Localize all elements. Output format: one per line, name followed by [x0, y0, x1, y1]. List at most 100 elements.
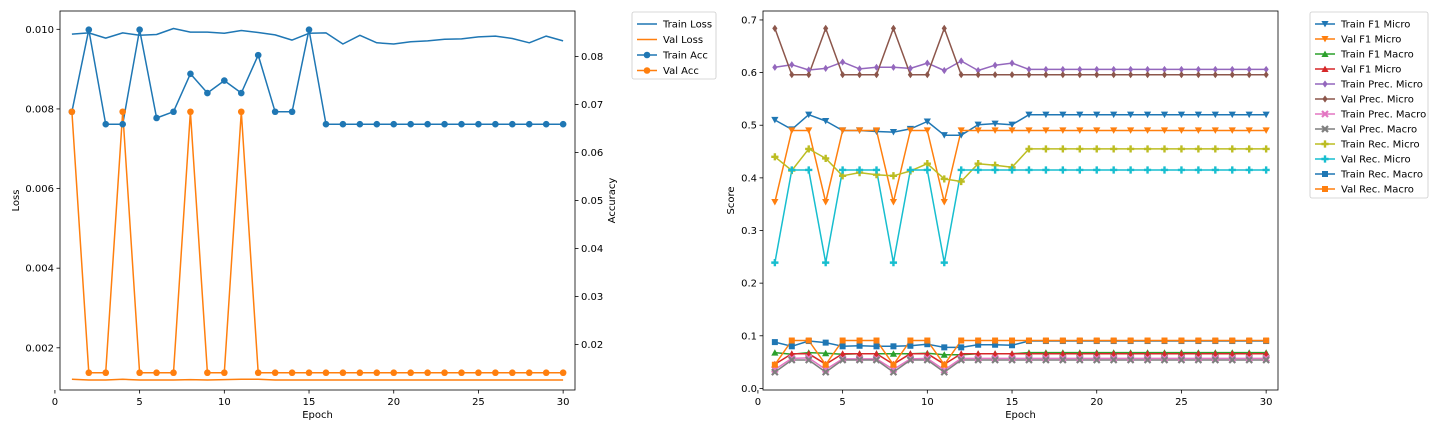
data-point-val-acc [238, 108, 245, 115]
legend-label: Train F1 Macro [1340, 50, 1414, 61]
right-y-tick-label: 0.04 [581, 244, 603, 255]
left-y2-axis-title: Accuracy [607, 178, 618, 224]
legend-label: Val Rec. Micro [1341, 155, 1411, 166]
data-point-val-rec-macro [1178, 338, 1184, 344]
data-point-val-acc [560, 369, 567, 376]
right-y-tick-label: 0.07 [581, 100, 603, 111]
legend-label: Train Rec. Macro [1340, 170, 1423, 181]
data-point-val-acc [340, 369, 347, 376]
legend-label: Train Prec. Micro [1340, 80, 1423, 91]
data-point-train-acc [255, 52, 262, 59]
score-x-tick-label: 30 [1260, 397, 1273, 408]
data-point-val-acc [255, 369, 262, 376]
data-point-val-rec-macro [874, 338, 880, 344]
data-point-train-acc [238, 90, 245, 97]
data-point-val-acc [458, 369, 465, 376]
left-x-tick-label: 30 [557, 397, 570, 408]
data-point-val-rec-macro [1111, 338, 1117, 344]
data-point-train-acc [560, 121, 567, 128]
data-point-val-rec-macro [789, 338, 795, 344]
data-point-val-rec-macro [907, 338, 913, 344]
left-legend: Train LossVal LossTrain AccVal Acc [632, 12, 716, 79]
data-point-val-rec-macro [1094, 338, 1100, 344]
data-point-val-acc [170, 369, 177, 376]
data-point-val-acc [323, 369, 330, 376]
left-y-axis-title: Loss [11, 190, 22, 212]
legend-marker-val-rec-macro [1322, 186, 1328, 192]
data-point-train-acc [424, 121, 431, 128]
legend-label: Train Acc [662, 51, 708, 62]
data-point-train-acc [221, 77, 228, 84]
right-y-tick-label: 0.08 [581, 52, 603, 63]
data-point-val-rec-macro [1229, 338, 1235, 344]
data-point-train-acc [306, 26, 313, 33]
score-x-tick-label: 10 [921, 397, 934, 408]
legend-label: Train Loss [662, 20, 712, 31]
left-x-tick-label: 10 [218, 397, 231, 408]
data-point-train-acc [441, 121, 448, 128]
data-point-val-rec-macro [1246, 338, 1252, 344]
data-point-train-rec-macro [890, 343, 896, 349]
data-point-val-rec-macro [1195, 338, 1201, 344]
data-point-val-rec-macro [1043, 338, 1049, 344]
data-point-val-rec-macro [1145, 338, 1151, 344]
score-x-tick-label: 0 [755, 397, 761, 408]
data-point-val-rec-macro [941, 362, 947, 368]
left-y-tick-label: 0.002 [25, 343, 54, 354]
data-point-train-acc [475, 121, 482, 128]
legend-marker-train-acc [644, 52, 651, 59]
series-line-val-loss [72, 379, 563, 380]
data-point-val-rec-macro [1009, 338, 1015, 344]
score-y-tick-label: 0.7 [741, 15, 757, 26]
data-point-val-rec-macro [1161, 338, 1167, 344]
score-y-tick-label: 0.5 [741, 121, 757, 132]
data-point-val-acc [543, 369, 550, 376]
right-y-tick-label: 0.02 [581, 340, 603, 351]
score-y-tick-label: 0.4 [741, 173, 757, 184]
data-point-val-acc [119, 108, 126, 115]
data-point-val-rec-macro [992, 338, 998, 344]
data-point-val-acc [407, 369, 414, 376]
legend-label: Val Acc [663, 66, 699, 77]
data-point-val-acc [289, 369, 296, 376]
data-point-train-acc [492, 121, 499, 128]
legend-marker-train-rec-macro [1322, 171, 1328, 177]
data-point-val-acc [509, 369, 516, 376]
right-y-tick-label: 0.06 [581, 148, 603, 159]
data-point-train-rec-macro [840, 343, 846, 349]
legend-label: Val Rec. Macro [1341, 185, 1414, 196]
legend-label: Val Prec. Micro [1341, 95, 1414, 106]
data-point-val-rec-macro [840, 338, 846, 344]
score-x-tick-label: 25 [1175, 397, 1188, 408]
data-point-val-rec-macro [823, 362, 829, 368]
data-point-train-rec-macro [857, 343, 863, 349]
data-point-val-acc [306, 369, 313, 376]
data-point-val-acc [526, 369, 533, 376]
data-point-train-acc [543, 121, 550, 128]
data-point-val-rec-macro [857, 338, 863, 344]
data-point-val-rec-macro [1263, 338, 1269, 344]
right-legend: Train F1 MicroVal F1 MicroTrain F1 Macro… [1310, 12, 1428, 198]
left-x-tick-label: 0 [52, 397, 58, 408]
data-point-val-rec-macro [975, 338, 981, 344]
data-point-val-rec-macro [958, 338, 964, 344]
data-point-train-acc [153, 115, 160, 122]
data-point-val-acc [136, 369, 143, 376]
data-point-train-acc [204, 90, 211, 97]
data-point-train-acc [509, 121, 516, 128]
data-point-val-acc [187, 108, 194, 115]
data-point-val-acc [492, 369, 499, 376]
score-y-tick-label: 0.3 [741, 226, 757, 237]
data-point-val-rec-macro [806, 338, 812, 344]
data-point-val-rec-macro [1026, 338, 1032, 344]
data-point-val-acc [475, 369, 482, 376]
legend-label: Train Prec. Macro [1340, 110, 1426, 121]
data-point-train-rec-macro [823, 340, 829, 346]
data-point-train-acc [340, 121, 347, 128]
data-point-train-acc [323, 121, 330, 128]
data-point-train-acc [390, 121, 397, 128]
data-point-val-rec-macro [890, 362, 896, 368]
data-point-val-acc [441, 369, 448, 376]
data-point-val-rec-macro [1060, 338, 1066, 344]
left-x-axis-title: Epoch [302, 410, 333, 421]
